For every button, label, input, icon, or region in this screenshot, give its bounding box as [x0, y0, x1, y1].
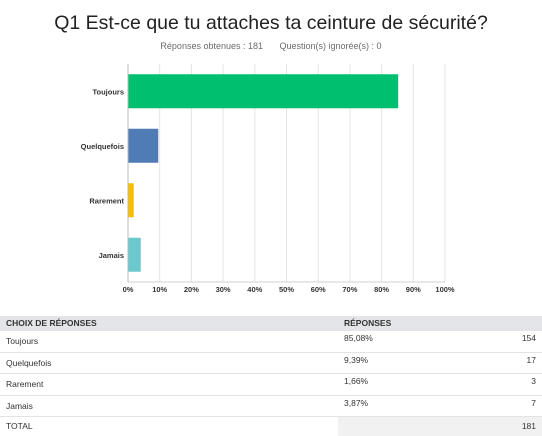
response-stats: Réponses obtenues : 181 Question(s) igno… — [0, 41, 542, 51]
x-tick-label: 40% — [247, 285, 262, 294]
percent-cell: 1,66% — [338, 373, 458, 395]
count-cell: 7 — [458, 394, 542, 417]
category-label: Rarement — [89, 196, 124, 205]
percent-cell: 3,87% — [338, 394, 458, 417]
question-title: Q1 Est-ce que tu attaches ta ceinture de… — [54, 12, 488, 34]
x-tick-label: 50% — [279, 285, 294, 294]
choice-cell: Toujours — [0, 330, 338, 352]
x-tick-label: 20% — [184, 285, 199, 294]
bar-jamais — [128, 237, 141, 272]
x-tick-label: 100% — [435, 285, 455, 294]
bar-quelquefois — [128, 128, 159, 163]
percent-cell: 85,08% — [338, 330, 458, 352]
x-tick-label: 10% — [152, 285, 167, 294]
header-count — [458, 316, 542, 331]
category-label: Quelquefois — [81, 142, 124, 151]
bar-rarement — [128, 183, 134, 218]
bar-toujours — [128, 74, 399, 109]
percent-cell: 9,39% — [338, 351, 458, 374]
x-tick-label: 80% — [374, 285, 389, 294]
table-row: Rarement 1,66% 3 — [0, 373, 542, 395]
x-tick-label: 60% — [311, 285, 326, 294]
category-label: Toujours — [92, 87, 124, 96]
total-value: 181 — [458, 416, 542, 436]
bar-chart: 0% 10% 20% 30% 40% 50% 60% 70% 80% 90% 100% Toujour… — [81, 64, 455, 294]
table-row: Jamais 3,87% 7 — [0, 394, 542, 417]
x-tick-label: 70% — [342, 285, 357, 294]
header-choices: CHOIX DE RÉPONSES — [0, 316, 338, 331]
skipped-count: Question(s) ignorée(s) : 0 — [279, 41, 382, 51]
table-row: Quelquefois 9,39% 17 — [0, 351, 542, 374]
count-cell: 154 — [458, 330, 542, 352]
category-label: Jamais — [99, 251, 124, 260]
responses-table: CHOIX DE RÉPONSES RÉPONSES Toujours 85,0… — [0, 316, 542, 436]
count-cell: 3 — [458, 373, 542, 395]
count-cell: 17 — [458, 351, 542, 374]
choice-cell: Rarement — [0, 373, 338, 395]
total-row: TOTAL 181 — [0, 416, 542, 436]
header-responses: RÉPONSES — [338, 316, 458, 331]
total-spacer — [338, 416, 458, 436]
choice-cell: Quelquefois — [0, 351, 338, 374]
choice-cell: Jamais — [0, 394, 338, 417]
x-tick-label: 0% — [123, 285, 134, 294]
table-row: Toujours 85,08% 154 — [0, 330, 542, 352]
x-tick-label: 30% — [216, 285, 231, 294]
answered-count: Réponses obtenues : 181 — [160, 41, 263, 51]
table-header-row: CHOIX DE RÉPONSES RÉPONSES — [0, 316, 542, 331]
total-label: TOTAL — [0, 416, 338, 436]
x-tick-label: 90% — [406, 285, 421, 294]
